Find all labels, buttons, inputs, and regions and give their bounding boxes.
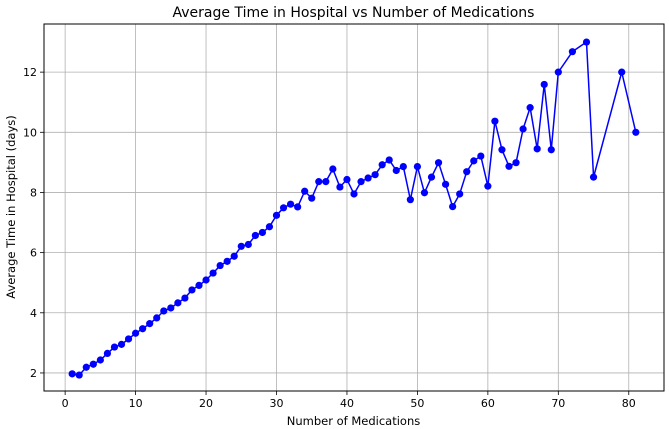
data-point xyxy=(399,162,407,171)
data-point xyxy=(139,325,147,333)
data-point xyxy=(427,173,436,181)
data-point xyxy=(251,231,259,240)
data-point xyxy=(188,286,196,294)
data-point xyxy=(160,307,168,315)
data-point xyxy=(110,343,119,351)
x-tick-label: 80 xyxy=(622,397,636,410)
series xyxy=(68,38,640,379)
y-axis-label: Average Time in Hospital (days) xyxy=(4,115,18,299)
data-point xyxy=(618,68,626,76)
data-point xyxy=(420,189,429,197)
data-point xyxy=(117,340,126,348)
data-point xyxy=(96,356,104,364)
data-point xyxy=(385,156,393,164)
data-point xyxy=(463,168,471,176)
data-point xyxy=(357,178,365,186)
data-point xyxy=(406,196,414,204)
data-point xyxy=(533,145,541,153)
data-point xyxy=(294,203,302,211)
data-point xyxy=(202,276,210,284)
data-point xyxy=(336,183,344,191)
x-tick-label: 30 xyxy=(270,397,284,410)
data-point xyxy=(153,314,161,322)
data-point xyxy=(526,104,534,112)
data-point xyxy=(554,68,562,76)
data-point xyxy=(244,240,252,249)
data-point xyxy=(547,146,555,154)
x-tick-label: 40 xyxy=(340,397,354,410)
data-point xyxy=(350,190,358,198)
y-tick-label: 4 xyxy=(30,307,37,320)
data-point xyxy=(322,178,330,186)
data-point xyxy=(286,200,295,208)
data-point xyxy=(589,173,598,181)
data-point xyxy=(441,180,450,188)
x-tick-label: 0 xyxy=(62,397,69,410)
data-point xyxy=(146,320,154,328)
y-tick-label: 2 xyxy=(30,367,37,380)
data-point xyxy=(519,125,527,133)
data-point xyxy=(484,182,492,190)
data-point xyxy=(378,161,386,169)
x-tick-label: 20 xyxy=(199,397,213,410)
data-point xyxy=(308,194,316,202)
data-point xyxy=(498,146,506,154)
data-point xyxy=(470,157,478,165)
x-tick-label: 60 xyxy=(481,397,495,410)
data-point xyxy=(364,174,372,182)
data-point xyxy=(124,335,133,343)
data-point xyxy=(89,360,97,368)
y-tick-label: 12 xyxy=(23,66,37,79)
data-point xyxy=(265,223,274,231)
plot-frame xyxy=(43,23,665,392)
data-point xyxy=(167,304,175,312)
y-tick-label: 8 xyxy=(30,186,37,199)
data-point xyxy=(315,178,323,186)
data-point xyxy=(505,162,513,170)
x-tick-label: 10 xyxy=(129,397,143,410)
data-point xyxy=(181,294,189,302)
data-point xyxy=(195,281,203,290)
x-tick-label: 50 xyxy=(410,397,424,410)
data-point xyxy=(258,228,267,237)
data-point xyxy=(209,269,217,277)
data-point xyxy=(371,171,379,179)
data-point xyxy=(512,159,520,167)
data-point xyxy=(343,175,351,184)
data-point xyxy=(82,363,90,371)
data-point xyxy=(223,257,231,265)
data-point xyxy=(103,349,112,357)
y-tick-label: 6 xyxy=(30,247,37,260)
y-tick-label: 10 xyxy=(23,126,37,139)
x-tick-label: 70 xyxy=(551,397,565,410)
data-point xyxy=(568,48,577,56)
data-point xyxy=(131,329,140,337)
data-point xyxy=(329,165,337,173)
data-point xyxy=(75,371,83,379)
data-point xyxy=(540,80,548,89)
data-point xyxy=(413,162,422,171)
data-point xyxy=(216,261,224,270)
data-point xyxy=(301,187,309,195)
data-point xyxy=(477,152,485,160)
data-point xyxy=(449,202,457,211)
data-point xyxy=(272,211,281,219)
data-point xyxy=(632,128,640,136)
chart-title: Average Time in Hospital vs Number of Me… xyxy=(173,5,535,21)
data-point xyxy=(456,190,464,198)
data-point xyxy=(392,166,400,175)
data-point xyxy=(237,242,245,250)
data-point xyxy=(279,204,288,212)
ticks: 0 10 20 30 40 50 60 70 80 2 4 6 8 10 12 xyxy=(23,66,636,410)
data-point xyxy=(434,159,443,167)
x-axis-label: Number of Medications xyxy=(287,414,420,428)
data-point xyxy=(68,370,76,378)
data-point xyxy=(230,252,238,260)
data-point xyxy=(174,299,182,307)
data-point xyxy=(491,117,499,125)
data-point xyxy=(582,38,591,46)
